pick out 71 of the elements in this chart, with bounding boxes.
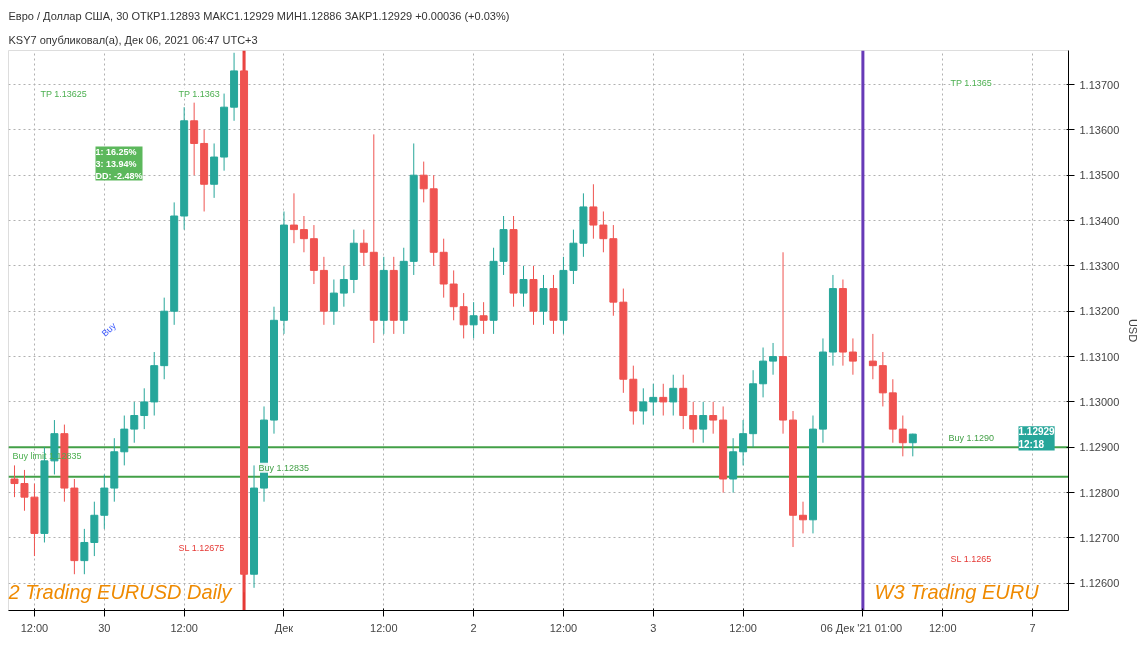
candlestick — [589, 183, 598, 240]
y-tick-label: 1.13600 — [1079, 123, 1120, 136]
candlestick — [649, 383, 658, 417]
candlestick — [669, 374, 678, 417]
candlestick — [699, 401, 708, 444]
y-tick-label: 1.12700 — [1079, 531, 1120, 544]
candlestick — [299, 215, 308, 253]
annotation: SL 1.1265 — [950, 553, 992, 564]
ref-line-label: Buy 1.12835 — [258, 462, 310, 473]
candlestick — [120, 415, 129, 466]
candlestick — [868, 333, 877, 380]
candlestick — [339, 265, 348, 308]
candlestick — [419, 161, 428, 203]
x-tick-label: 2 — [470, 621, 477, 634]
candlestick — [689, 401, 698, 444]
candlestick — [848, 337, 857, 376]
y-tick-label: 1.13200 — [1079, 305, 1120, 318]
y-tick-label: 1.13500 — [1079, 169, 1120, 182]
y-tick-label: 1.13700 — [1079, 78, 1120, 91]
candlestick — [739, 419, 748, 466]
candlestick — [449, 269, 458, 321]
annotation: Buy — [99, 320, 119, 339]
annotation: TP 1.1365 — [950, 77, 992, 88]
candlestick — [140, 387, 149, 430]
candlestick — [459, 292, 468, 339]
y-axis-title: USD — [1127, 318, 1140, 343]
y-tick-label: 1.13100 — [1079, 350, 1120, 363]
x-tick-label: 30 — [98, 621, 111, 634]
x-tick-label: 12:00 — [729, 621, 757, 634]
candlestick — [130, 401, 139, 444]
annotation: TP 1.1363 — [178, 88, 220, 99]
y-tick-label: 1.12800 — [1079, 486, 1120, 499]
x-tick-label: 3 — [650, 621, 657, 634]
x-tick-label: 12:00 — [170, 621, 198, 634]
candlestick — [519, 265, 528, 308]
candlestick — [329, 278, 338, 326]
y-tick-label: 1.13400 — [1079, 214, 1120, 227]
y-tick-label: 1.12900 — [1079, 441, 1120, 454]
x-tick-label: 06 Дек '21 01:00 — [820, 621, 903, 634]
x-tick-label: Дек — [274, 621, 294, 634]
candlestick — [469, 301, 478, 339]
x-tick-label: 12:00 — [549, 621, 578, 634]
candlestick — [898, 415, 907, 457]
text: KSY7 опубликовал(а), Дек 06, 2021 06:47 UTC+3 — [8, 33, 258, 46]
candlestick — [359, 229, 368, 267]
candlestick — [908, 433, 917, 457]
ref-line-label: Buy 1.1290 — [948, 433, 995, 444]
candlestick — [479, 301, 488, 335]
candlestick — [769, 342, 778, 376]
annotation: W3 Trading EURU — [874, 580, 1040, 603]
x-tick-label: 12:00 — [20, 621, 49, 634]
candlestick — [289, 192, 298, 244]
x-tick-label: 12:00 — [928, 621, 957, 634]
candlestick — [759, 347, 768, 398]
annotation: TP 1.13625 — [40, 88, 87, 99]
y-tick-label: 1.12600 — [1079, 577, 1120, 590]
candlestick — [659, 383, 668, 417]
y-tick-label: 1.13300 — [1079, 259, 1120, 272]
annotation: 2 Trading EURUSD Daily — [7, 580, 233, 603]
chart-title: Евро / Доллар США, 30 ОТКР1.12893 МАКС1.12929 МИН1.12886 ЗАКР1.12929 +0.00036 (+0.03%) — [8, 9, 510, 22]
candlestick — [709, 401, 718, 435]
annotation: SL 1.12675 — [178, 542, 225, 553]
x-tick-label: 12:00 — [370, 621, 398, 634]
candlestick — [799, 501, 807, 534]
candlestick — [190, 102, 199, 176]
y-tick-label: 1.13000 — [1079, 395, 1120, 408]
candlestick — [639, 387, 648, 426]
annotation: 1: 16.25% 3: 13.94% DD: -2.48% — [95, 146, 143, 181]
x-tick-label: 7 — [1029, 621, 1036, 634]
candlestick — [539, 274, 548, 326]
annotation: 1.12929 12:18 — [1018, 426, 1056, 451]
